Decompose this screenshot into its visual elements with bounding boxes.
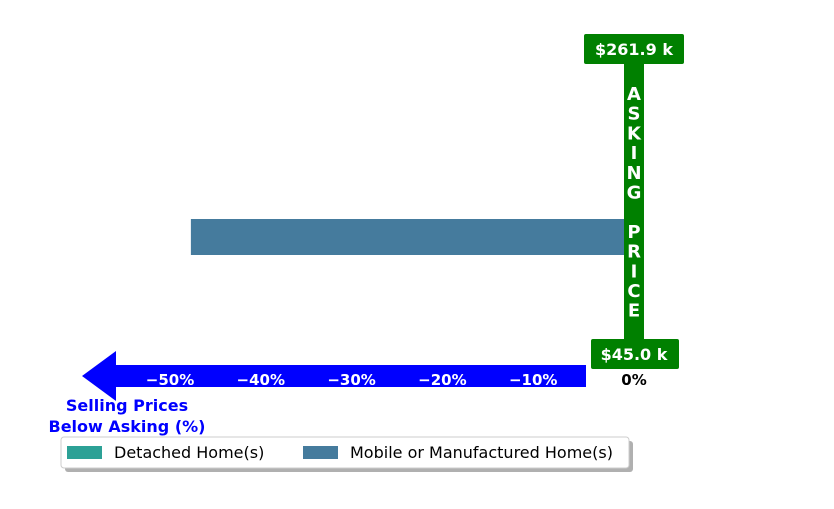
zero-tick-label: 0% xyxy=(621,371,646,389)
asking-price-letter: N xyxy=(626,163,641,184)
legend-label-detached: Detached Home(s) xyxy=(114,443,264,462)
x-tick-labels: −50% −40% −30% −20% −10% xyxy=(146,371,558,389)
x-tick-label: −50% xyxy=(146,371,194,389)
asking-price-letter: I xyxy=(631,261,638,282)
x-axis-arrow xyxy=(82,351,586,401)
legend: Detached Home(s) Mobile or Manufactured … xyxy=(60,436,633,472)
x-tick-label: −20% xyxy=(418,371,466,389)
legend-box xyxy=(60,436,630,469)
bar-mobile xyxy=(190,219,624,255)
asking-price-letter: I xyxy=(631,143,638,164)
legend-swatch-mobile xyxy=(303,446,338,459)
x-axis-title-line-2: Below Asking (%) xyxy=(49,417,206,436)
bottom-price-badge xyxy=(591,339,679,369)
asking-price-letter: E xyxy=(628,301,640,322)
asking-price-letter: G xyxy=(627,183,642,204)
legend-swatch-detached xyxy=(67,446,102,459)
asking-price-letter: S xyxy=(628,104,641,125)
x-axis-title-line-1: Selling Prices xyxy=(66,396,188,415)
top-price-badge xyxy=(584,34,684,64)
x-tick-label: −40% xyxy=(237,371,285,389)
top-price-label: $261.9 k xyxy=(595,40,673,59)
bottom-price-label: $45.0 k xyxy=(601,345,668,364)
asking-price-letter: C xyxy=(627,281,640,302)
asking-price-letter: A xyxy=(627,84,641,105)
x-tick-label: −10% xyxy=(509,371,557,389)
asking-price-bar xyxy=(624,60,644,350)
asking-price-letter: K xyxy=(627,123,642,144)
legend-label-mobile: Mobile or Manufactured Home(s) xyxy=(350,443,613,462)
asking-price-letter: R xyxy=(627,242,641,263)
asking-price-letter: P xyxy=(627,222,640,243)
x-tick-label: −30% xyxy=(327,371,375,389)
bars-layer xyxy=(190,219,624,255)
